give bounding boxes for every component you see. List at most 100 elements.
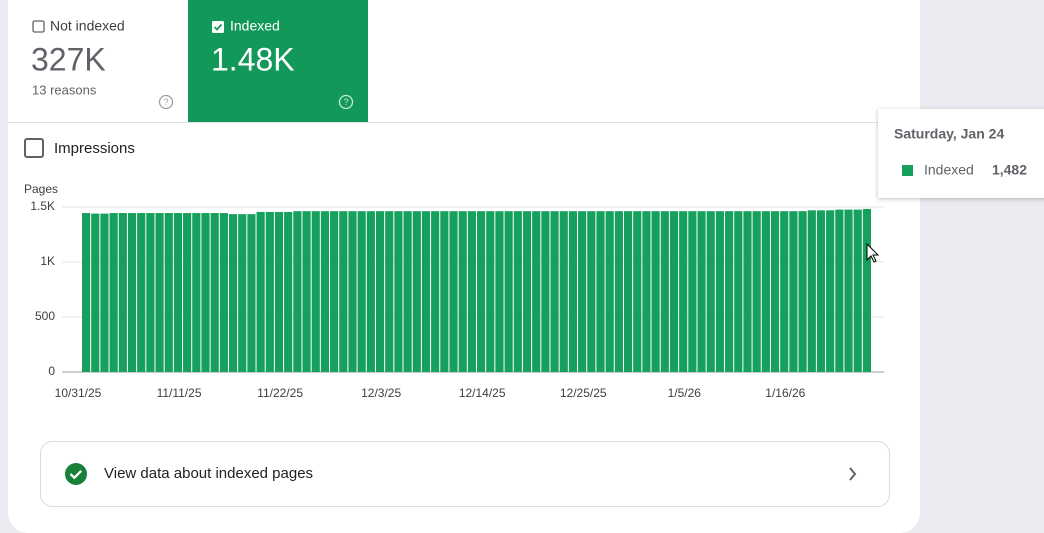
check <box>69 469 83 480</box>
card-label[interactable]: Not indexed <box>50 18 125 34</box>
chevron <box>849 467 857 481</box>
bar <box>706 211 715 372</box>
bar <box>798 211 807 372</box>
link-label[interactable]: View data about indexed pages <box>104 465 313 482</box>
bar <box>109 213 118 372</box>
help-glyph: ? <box>163 97 168 107</box>
bar <box>761 211 770 372</box>
bar <box>82 213 91 372</box>
bar <box>697 211 706 372</box>
bar <box>91 213 100 372</box>
bar <box>440 211 449 372</box>
bar <box>339 211 348 372</box>
checkbox[interactable] <box>32 20 45 33</box>
y-tick-label: 500 <box>35 309 55 323</box>
bar <box>550 211 559 372</box>
x-tick-label: 1/16/26 <box>765 386 805 400</box>
x-tick-label: 12/14/25 <box>459 386 506 400</box>
bar <box>688 211 697 372</box>
x-tick-label: 11/11/25 <box>157 386 202 400</box>
help-icon[interactable] <box>338 94 354 110</box>
bar <box>228 214 238 372</box>
bar <box>219 213 228 372</box>
help-glyph: ? <box>343 97 348 107</box>
bar <box>623 211 633 372</box>
bar <box>642 211 651 372</box>
bar <box>660 211 669 372</box>
bar <box>807 210 816 372</box>
tooltip-value: 1,482 <box>992 162 1027 178</box>
bar <box>725 211 734 372</box>
bar <box>651 211 660 372</box>
bar <box>330 211 339 372</box>
bar <box>578 211 587 372</box>
x-tick-label: 1/5/26 <box>668 386 702 400</box>
checkbox[interactable] <box>24 138 44 158</box>
bar <box>835 209 844 372</box>
bar <box>522 211 532 372</box>
bar <box>743 211 752 372</box>
plot: 0 500 1K 1.5K 10/31/25 11/11/25 11/22/25 12/3/2… <box>30 199 884 400</box>
bar <box>844 209 853 372</box>
bar <box>146 213 155 372</box>
bar <box>679 211 688 372</box>
check-icon <box>65 463 87 485</box>
bar <box>265 211 274 372</box>
bar <box>403 211 412 372</box>
card-label[interactable]: Indexed <box>230 18 280 34</box>
bar <box>320 211 330 372</box>
bar <box>247 214 256 372</box>
x-tick-label: 12/25/25 <box>560 386 607 400</box>
bar <box>789 211 798 372</box>
bar <box>715 211 725 372</box>
bar <box>164 213 173 372</box>
bar <box>256 211 265 372</box>
x-tick-label: 10/31/25 <box>55 386 102 400</box>
bar <box>274 211 284 372</box>
bar <box>201 213 210 372</box>
bar <box>238 214 247 372</box>
bar <box>467 211 476 372</box>
cursor <box>866 242 880 263</box>
bar <box>137 213 146 372</box>
bar <box>183 213 192 372</box>
bar <box>385 211 394 372</box>
link-button[interactable] <box>40 441 890 507</box>
bar <box>614 211 623 372</box>
bar <box>504 211 513 372</box>
help-icon[interactable] <box>158 94 174 110</box>
bar <box>513 211 522 372</box>
y-tick-label: 1K <box>40 254 55 268</box>
y-tick-label: 1.5K <box>30 199 55 213</box>
bar <box>375 211 385 372</box>
checkbox-label[interactable]: Impressions <box>54 140 135 157</box>
bar <box>669 211 679 372</box>
card-value: 327K <box>31 41 106 77</box>
bar <box>559 211 568 372</box>
bar <box>366 211 375 372</box>
tooltip-title: Saturday, Jan 24 <box>894 126 1004 142</box>
bar <box>587 211 596 372</box>
bar <box>853 209 862 372</box>
bar <box>357 211 366 372</box>
bar <box>284 211 293 372</box>
bar <box>100 213 109 372</box>
bar <box>477 211 486 372</box>
tooltip-swatch <box>902 165 913 176</box>
bar <box>568 211 578 372</box>
tooltip <box>878 109 1044 198</box>
bar <box>431 211 440 372</box>
bar <box>752 211 761 372</box>
bar <box>449 211 458 372</box>
bar <box>421 211 431 372</box>
checkbox[interactable] <box>212 21 224 33</box>
bar <box>541 211 550 372</box>
bar <box>192 213 201 372</box>
bar <box>770 211 780 372</box>
bar <box>155 213 164 372</box>
x-tick-label: 12/3/25 <box>361 386 401 400</box>
indexed-card[interactable] <box>188 0 368 123</box>
card-subtitle: 13 reasons <box>32 82 97 97</box>
